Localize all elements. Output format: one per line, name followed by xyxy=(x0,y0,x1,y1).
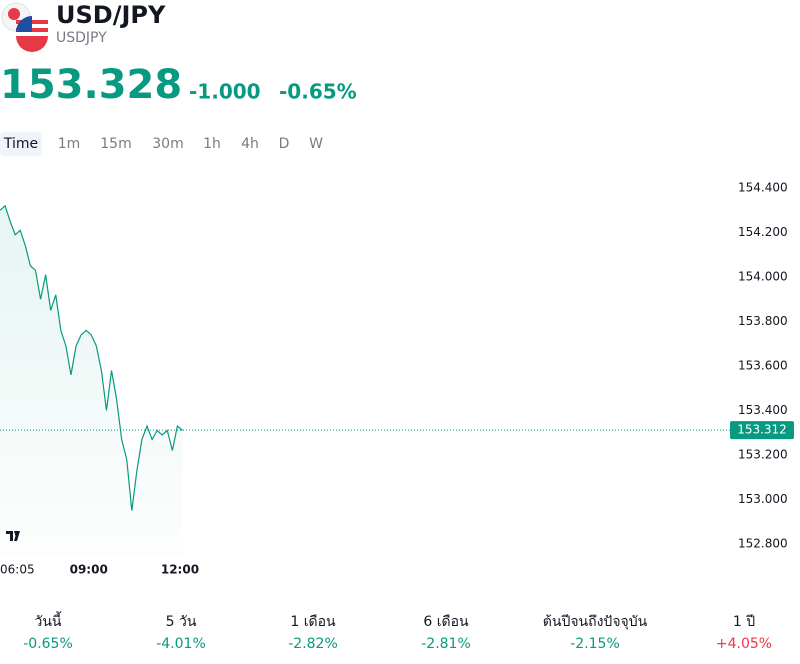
timeframe-button[interactable]: 4h xyxy=(241,136,259,152)
performance-value: -0.65% xyxy=(23,636,73,652)
symbol: USDJPY xyxy=(56,30,107,46)
performance-value: -4.01% xyxy=(156,636,206,652)
y-tick-label: 153.400 xyxy=(738,403,788,417)
last-price-label: 153.312 xyxy=(737,423,787,437)
flags xyxy=(1,2,48,52)
price: 153.328 xyxy=(0,62,182,108)
performance-label: 6 เดือน xyxy=(423,614,469,630)
timeframe-button[interactable]: 30m xyxy=(152,136,183,152)
timeframe-button[interactable]: 1m xyxy=(58,136,81,152)
performance-label: ต้นปีจนถึงปัจจุบัน xyxy=(543,614,648,630)
x-tick-label: 09:00 xyxy=(70,563,108,577)
performance-label: วันนี้ xyxy=(34,611,62,630)
timeframe-button[interactable]: Time xyxy=(3,136,38,152)
y-tick-label: 153.200 xyxy=(738,447,788,461)
timeframe-button[interactable]: 1h xyxy=(203,136,221,152)
x-tick-label: 06:05 xyxy=(0,563,35,577)
change: -1.000 xyxy=(189,80,261,104)
timeframe-button[interactable]: W xyxy=(309,136,323,152)
performance-value: -2.81% xyxy=(421,636,471,652)
performance-label: 5 วัน xyxy=(166,614,197,630)
performance-label: 1 เดือน xyxy=(290,614,336,630)
area-fill xyxy=(0,205,183,556)
y-tick-label: 154.400 xyxy=(738,180,788,194)
y-tick-label: 153.000 xyxy=(738,492,788,506)
y-tick-label: 153.600 xyxy=(738,358,788,372)
performance-value: +4.05% xyxy=(716,636,772,652)
title: USD/JPY xyxy=(56,1,166,29)
y-tick-label: 152.800 xyxy=(738,536,788,550)
price-line xyxy=(0,204,183,511)
performance-value: -2.15% xyxy=(570,636,620,652)
performance-value: -2.82% xyxy=(288,636,338,652)
performance-label: 1 ปี xyxy=(733,614,755,630)
change-percent: -0.65% xyxy=(279,80,357,104)
y-tick-label: 154.200 xyxy=(738,225,788,239)
timeframe-button[interactable]: 15m xyxy=(100,136,131,152)
timeframe-selected xyxy=(0,132,42,156)
y-tick-label: 153.800 xyxy=(738,314,788,328)
y-tick-label: 154.000 xyxy=(738,269,788,283)
timeframe-button[interactable]: D xyxy=(279,136,290,152)
last-price-badge xyxy=(730,421,794,440)
x-tick-label: 12:00 xyxy=(161,563,199,577)
